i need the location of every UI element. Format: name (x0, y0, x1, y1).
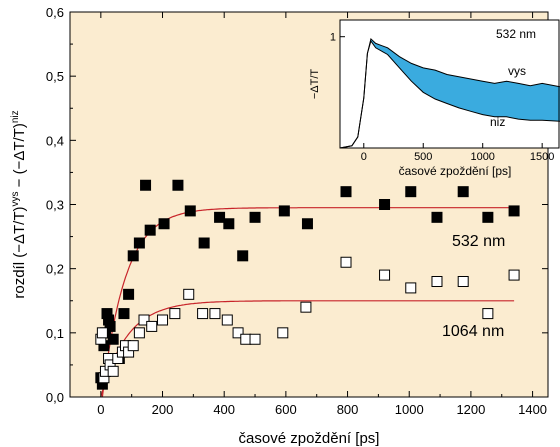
x-tick-label: 0 (97, 402, 104, 417)
inset-x-axis-label: časové zpoždění [ps] (399, 164, 512, 178)
x-tick-label: 1200 (456, 402, 485, 417)
inset-x-tick-label: 500 (414, 151, 432, 163)
data-point-1064nm (157, 314, 169, 326)
y-axis-label-sup-niz: niz (10, 110, 21, 123)
data-point-1064nm (146, 320, 158, 332)
x-tick-label: 1400 (518, 402, 547, 417)
data-point-1064nm (169, 308, 181, 320)
data-point-532nm (223, 218, 235, 230)
data-point-532nm (379, 199, 391, 210)
data-point-1064nm (209, 308, 221, 320)
data-point-532nm (172, 179, 184, 191)
data-point-1064nm (232, 327, 244, 339)
data-point-532nm (214, 211, 226, 223)
data-point-1064nm (482, 308, 494, 320)
data-point-1064nm (240, 333, 252, 345)
data-point-532nm (118, 308, 130, 320)
inset-title: 532 nm (496, 27, 536, 41)
data-point-532nm (340, 186, 352, 198)
x-tick-label: 600 (275, 402, 297, 417)
data-point-532nm (158, 218, 170, 230)
inset-band (340, 38, 560, 148)
data-point-532nm (104, 320, 116, 332)
data-point-1064nm (405, 282, 417, 294)
inset-y-tick-label: 1 (330, 32, 336, 44)
data-point-532nm (127, 250, 139, 262)
fit-curve-1064nm (100, 300, 515, 398)
data-point-1064nm (138, 314, 150, 326)
y-tick-label: 0,0 (46, 390, 64, 405)
data-point-1064nm (457, 276, 469, 287)
data-point-1064nm (96, 327, 108, 339)
data-point-532nm (107, 333, 119, 345)
inset-label-niz: niz (490, 115, 505, 129)
inset-y-axis-label: −ΔT/T (309, 69, 321, 100)
inset-label-vys: vys (508, 64, 526, 78)
data-point-1064nm (277, 327, 289, 339)
data-point-532nm (301, 218, 313, 230)
y-axis-label-mid: − (−ΔT/T) (11, 123, 28, 191)
data-point-532nm (198, 237, 210, 249)
data-point-1064nm (133, 327, 145, 339)
data-point-532nm (237, 250, 249, 262)
data-point-532nm (508, 205, 520, 217)
data-point-1064nm (197, 308, 209, 320)
inset-x-tick-label: 1000 (470, 151, 494, 163)
y-tick-label: 0,4 (46, 133, 64, 148)
inset-x-tick-label: 0 (361, 151, 367, 163)
x-tick-label: 400 (213, 402, 235, 417)
data-point-1064nm (127, 340, 139, 352)
data-point-532nm (144, 224, 156, 236)
inset-frame (339, 19, 560, 149)
y-axis-label-sup-vys: vys (10, 192, 21, 207)
inset-x-tick-label: 1500 (530, 151, 554, 163)
data-point-1064nm (183, 288, 195, 300)
y-tick-label: 0,5 (46, 69, 64, 84)
y-tick-label: 0,6 (46, 5, 64, 20)
x-tick-label: 800 (337, 402, 359, 417)
data-point-532nm (431, 211, 443, 223)
data-point-1064nm (221, 314, 233, 326)
x-tick-label: 1000 (395, 402, 424, 417)
data-point-532nm (133, 237, 145, 249)
y-axis-label: rozdíl (−ΔT/T)vys − (−ΔT/T)niz (10, 110, 28, 298)
data-point-1064nm (379, 269, 391, 281)
data-point-1064nm (340, 256, 352, 268)
data-point-532nm (123, 288, 135, 300)
data-point-532nm (278, 205, 290, 217)
y-axis-label-prefix: rozdíl (−ΔT/T) (11, 207, 28, 299)
data-point-532nm (184, 205, 196, 217)
data-point-532nm (482, 211, 494, 223)
data-point-1064nm (508, 269, 520, 281)
data-point-1064nm (107, 365, 119, 377)
x-axis-label: časové zpoždění [ps] (239, 430, 380, 447)
data-point-532nm (457, 186, 469, 198)
data-point-532nm (249, 211, 261, 223)
data-point-1064nm (300, 301, 312, 313)
data-point-1064nm (431, 276, 443, 287)
series-label-1064nm: 1064 nm (442, 323, 504, 340)
data-point-532nm (405, 186, 417, 198)
fit-curve-532nm (101, 207, 515, 398)
y-tick-label: 0,1 (46, 326, 64, 341)
inset-lower-curve (339, 39, 560, 149)
inset-chart: 0 500 1000 1500 1 532 nm vys niz časové zpož… (309, 19, 560, 178)
x-tick-label: 200 (152, 402, 174, 417)
data-point-1064nm (249, 333, 261, 345)
series-label-532nm: 532 nm (452, 233, 505, 250)
data-point-532nm (140, 179, 152, 191)
y-tick-label: 0,2 (46, 262, 64, 277)
y-tick-label: 0,3 (46, 198, 64, 213)
